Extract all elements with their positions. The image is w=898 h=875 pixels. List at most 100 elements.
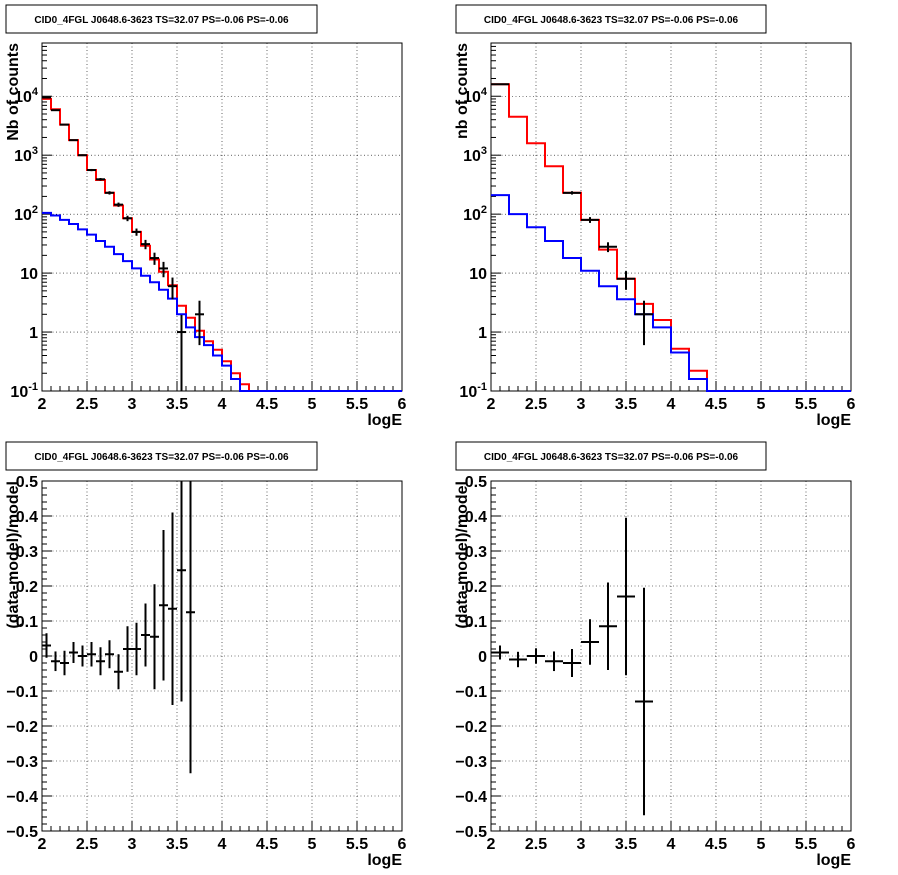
y-tick-label: 1 [478, 325, 487, 342]
y-tick-label: 0.4 [465, 509, 487, 526]
x-tick-label: 2 [487, 836, 496, 853]
y-tick-label: 0.1 [16, 614, 38, 631]
x-tick-label: 2 [38, 396, 47, 413]
histogram-series-blue [42, 211, 402, 392]
y-axis-label: (data-model)/model [454, 481, 471, 629]
x-tick-label: 3 [577, 836, 586, 853]
residual-point [491, 645, 509, 660]
y-tick-label: 1 [29, 325, 38, 342]
y-tick-label: 10 [20, 266, 38, 283]
x-tick-label: 3 [128, 836, 137, 853]
data-point [87, 168, 96, 172]
data-point [195, 300, 204, 346]
y-tick-label: −0.4 [6, 789, 38, 806]
data-point [51, 109, 60, 112]
residual-point [87, 642, 96, 667]
data-point [132, 228, 141, 236]
x-tick-label: 4.5 [256, 396, 278, 413]
residual-point [168, 512, 177, 705]
x-tick-label: 5.5 [795, 836, 817, 853]
y-tick-label: 102 [14, 204, 38, 224]
y-tick-label: 0 [478, 649, 487, 666]
data-point [42, 96, 51, 99]
residual-point [581, 619, 599, 665]
x-tick-label: 5 [757, 836, 766, 853]
x-tick-label: 6 [847, 836, 856, 853]
y-axis-label: nb of counts [454, 43, 471, 139]
data-point [60, 123, 69, 126]
x-tick-label: 4.5 [256, 836, 278, 853]
residual-point [69, 642, 78, 663]
x-axis-label: logE [367, 852, 402, 869]
x-tick-label: 5 [308, 396, 317, 413]
residual-point [132, 622, 141, 676]
x-tick-label: 2.5 [525, 836, 547, 853]
residual-point [141, 603, 150, 667]
y-tick-label: 0.3 [465, 544, 487, 561]
x-tick-label: 5.5 [795, 396, 817, 413]
x-tick-label: 4 [667, 396, 676, 413]
x-tick-label: 2.5 [76, 396, 98, 413]
chart-title: CID0_4FGL J0648.6-3623 TS=32.07 PS=-0.06… [484, 452, 739, 463]
residual-point [599, 582, 617, 670]
data-point [150, 252, 159, 265]
x-tick-label: 3.5 [615, 836, 637, 853]
chart-panel-3: CID0_4FGL J0648.6-3623 TS=32.07 PS=-0.06… [5, 441, 407, 869]
data-point [78, 154, 87, 157]
x-tick-label: 4.5 [705, 836, 727, 853]
residual-point [150, 584, 159, 690]
residual-point [42, 633, 51, 658]
x-tick-label: 6 [847, 396, 856, 413]
chart-title-box [455, 441, 767, 471]
y-tick-label: 0.5 [465, 474, 487, 491]
chart-title-box [455, 4, 767, 34]
y-tick-label: 10 [469, 266, 487, 283]
data-point [563, 191, 581, 195]
residual-point [51, 651, 60, 672]
residual-point [177, 481, 186, 702]
y-tick-label: 0.5 [16, 474, 38, 491]
histogram-series-red [42, 97, 402, 392]
data-point [635, 300, 653, 346]
x-tick-label: 5.5 [346, 396, 368, 413]
residual-point [123, 626, 132, 672]
residual-point [635, 587, 653, 816]
chart-title-box [5, 4, 318, 34]
data-point [581, 217, 599, 223]
x-tick-label: 5 [308, 836, 317, 853]
y-tick-label: 0.2 [16, 579, 38, 596]
x-tick-label: 2 [38, 836, 47, 853]
residual-point [509, 651, 527, 668]
y-tick-label: −0.2 [6, 719, 38, 736]
data-point [599, 242, 617, 253]
x-tick-label: 4.5 [705, 396, 727, 413]
residual-point [78, 645, 87, 667]
x-axis-label: logE [816, 852, 851, 869]
data-point [114, 202, 123, 207]
x-tick-label: 2.5 [525, 396, 547, 413]
data-point [159, 261, 168, 278]
x-tick-label: 3.5 [615, 396, 637, 413]
residual-point [527, 648, 545, 664]
data-point [105, 191, 114, 195]
y-tick-label: 104 [14, 86, 39, 106]
data-point [69, 139, 78, 142]
residual-point [186, 481, 195, 774]
residual-point [159, 530, 168, 681]
residual-point [96, 647, 105, 676]
x-tick-label: 3 [128, 396, 137, 413]
data-point [141, 239, 150, 250]
y-tick-label: −0.1 [6, 684, 38, 701]
y-tick-label: 0.2 [465, 579, 487, 596]
x-axis-label: logE [367, 412, 402, 429]
x-tick-label: 5 [757, 396, 766, 413]
x-tick-label: 4 [218, 836, 227, 853]
residual-point [617, 517, 635, 676]
y-tick-label: 102 [463, 204, 487, 224]
data-point [123, 215, 132, 222]
x-tick-label: 2 [487, 396, 496, 413]
x-tick-label: 3 [577, 396, 586, 413]
chart-title: CID0_4FGL J0648.6-3623 TS=32.07 PS=-0.06… [484, 15, 739, 26]
x-tick-label: 6 [398, 836, 407, 853]
